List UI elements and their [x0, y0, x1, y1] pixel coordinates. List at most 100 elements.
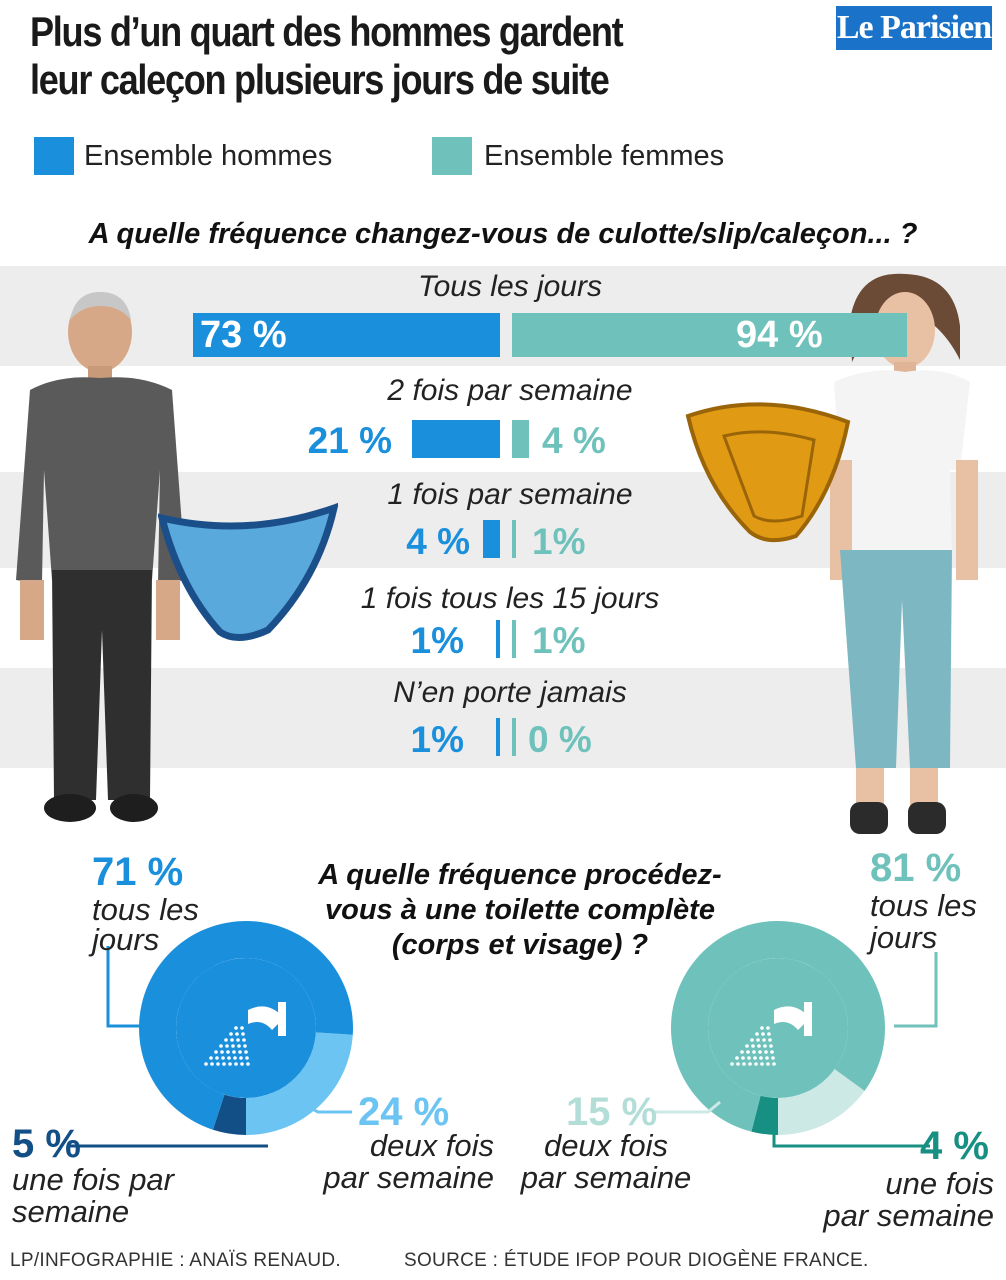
shower-droplet — [754, 1062, 758, 1066]
shower-droplet — [241, 1032, 245, 1036]
shower-droplet — [224, 1038, 228, 1042]
shower-droplet — [746, 1050, 750, 1054]
shower-droplet — [219, 1044, 223, 1048]
shower-droplet — [768, 1038, 772, 1042]
category-label: 2 fois par semaine — [387, 374, 633, 407]
donut-femmes-text-15-line-1: deux fois — [543, 1128, 669, 1163]
shower-droplet — [209, 1056, 213, 1060]
bar-label-femmes-1fois: 1% — [532, 521, 586, 562]
donut-hommes-slice-1 — [246, 1032, 353, 1135]
shower-droplet — [233, 1056, 237, 1060]
shower-droplet — [755, 1032, 759, 1036]
donut-hommes-text-71-line-1: tous les — [92, 892, 199, 927]
shower-droplet — [244, 1050, 248, 1054]
category-label: N’en porte jamais — [393, 676, 627, 709]
shower-droplet — [204, 1062, 208, 1066]
title-line-2: leur caleçon plusieurs jours de suite — [30, 56, 610, 103]
shower-droplet — [742, 1062, 746, 1066]
shower-droplet — [767, 1032, 771, 1036]
shower-droplet — [214, 1050, 218, 1054]
donut-hommes-center — [176, 958, 316, 1098]
shower-droplet — [736, 1062, 740, 1066]
leader-line-femmes-4 — [772, 1130, 930, 1148]
shower-droplet — [762, 1038, 766, 1042]
shower-droplet — [753, 1056, 757, 1060]
bar-femmes-0 — [512, 313, 907, 357]
shower-droplet — [758, 1050, 762, 1054]
shower-droplet — [765, 1056, 769, 1060]
shower-droplet — [741, 1056, 745, 1060]
shower-droplet — [215, 1056, 219, 1060]
bar-femmes-2 — [512, 520, 517, 558]
donut-hommes-label-24: 24 % — [358, 1090, 450, 1134]
shower-droplet — [242, 1038, 246, 1042]
shower-droplet — [232, 1050, 236, 1054]
donut-hommes-label-5: 5 % — [12, 1122, 81, 1166]
title-line-1: Plus d’un quart des hommes gardent — [30, 8, 624, 55]
bar-label-femmes-tous-les-jours: 94 % — [736, 314, 823, 356]
shower-droplet — [235, 1032, 239, 1036]
leader-line-hommes-24 — [299, 1100, 352, 1114]
shower-droplet — [228, 1062, 232, 1066]
donut-femmes-label-15: 15 % — [566, 1090, 658, 1134]
shower-droplet — [238, 1050, 242, 1054]
donut-femmes-label-4: 4 % — [920, 1124, 989, 1168]
shower-droplet — [772, 1062, 776, 1066]
page-title: Plus d’un quart des hommes gardent leur … — [30, 8, 701, 104]
leader-line-femmes-15 — [652, 1100, 721, 1114]
shower-droplet — [730, 1062, 734, 1066]
shower-droplet — [229, 1032, 233, 1036]
shower-droplet — [227, 1056, 231, 1060]
bar-hommes-2 — [483, 520, 500, 558]
shower-droplet — [763, 1044, 767, 1048]
shower-droplet — [230, 1038, 234, 1042]
shower-droplet — [756, 1038, 760, 1042]
donut-hommes-text-5-line-1: une fois par — [12, 1162, 174, 1197]
legend-swatch-hommes — [34, 137, 74, 175]
donut-hommes-text-24-line-2: par semaine — [323, 1160, 494, 1195]
shower-droplet — [222, 1062, 226, 1066]
donut-femmes-label-81: 81 % — [870, 846, 962, 890]
question-shower-line-3: (corps et visage) ? — [391, 929, 649, 961]
donut-charts — [70, 921, 938, 1148]
shower-droplet — [760, 1026, 764, 1030]
bar-femmes-4 — [512, 718, 516, 756]
bar-hommes-3 — [495, 620, 500, 658]
shower-droplet — [234, 1062, 238, 1066]
donut-femmes-center — [708, 958, 848, 1098]
shower-droplet — [751, 1044, 755, 1048]
shower-droplet — [771, 1056, 775, 1060]
legend-label-femmes: Ensemble femmes — [484, 140, 725, 172]
donut-femmes-slice-2 — [751, 1095, 778, 1135]
donut-hommes-slice-0 — [138, 921, 353, 1130]
shower-droplet — [240, 1026, 244, 1030]
credit: LP/INFOGRAPHIE : ANAÏS RENAUD. — [10, 1250, 342, 1271]
shower-droplet — [766, 1062, 770, 1066]
bar-label-hommes-15jours: 1% — [410, 620, 464, 661]
shower-droplet — [245, 1056, 249, 1060]
shower-droplet — [759, 1056, 763, 1060]
bar-label-hommes-jamais: 1% — [410, 719, 464, 760]
bar-label-femmes-jamais: 0 % — [528, 719, 592, 760]
shower-droplet — [226, 1050, 230, 1054]
bar-label-hommes-1fois: 4 % — [406, 521, 470, 562]
shower-droplet — [246, 1062, 250, 1066]
donut-femmes-text-81-line-2: jours — [870, 920, 938, 955]
question-shower: A quelle fréquence procédez- vous à une … — [270, 858, 770, 963]
shower-droplet — [234, 1026, 238, 1030]
legend-label-hommes: Ensemble hommes — [84, 140, 333, 172]
woman-illustration — [830, 273, 978, 834]
shower-droplet — [216, 1062, 220, 1066]
shower-droplet — [740, 1050, 744, 1054]
donut-femmes-text-4-line-2: par semaine — [823, 1198, 994, 1233]
shower-droplet — [225, 1044, 229, 1048]
shower-droplet — [750, 1038, 754, 1042]
source: SOURCE : ÉTUDE IFOP POUR DIOGÈNE FRANCE. — [404, 1250, 869, 1271]
shower-icon-hommes — [204, 1002, 286, 1066]
shower-droplet — [761, 1032, 765, 1036]
donut-hommes-text-5-line-2: semaine — [12, 1194, 130, 1229]
donut-femmes-text-15-line-2: par semaine — [520, 1160, 692, 1195]
category-label: Tous les jours — [418, 270, 602, 303]
shower-droplet — [231, 1044, 235, 1048]
donut-femmes-slice-0 — [670, 921, 886, 1132]
